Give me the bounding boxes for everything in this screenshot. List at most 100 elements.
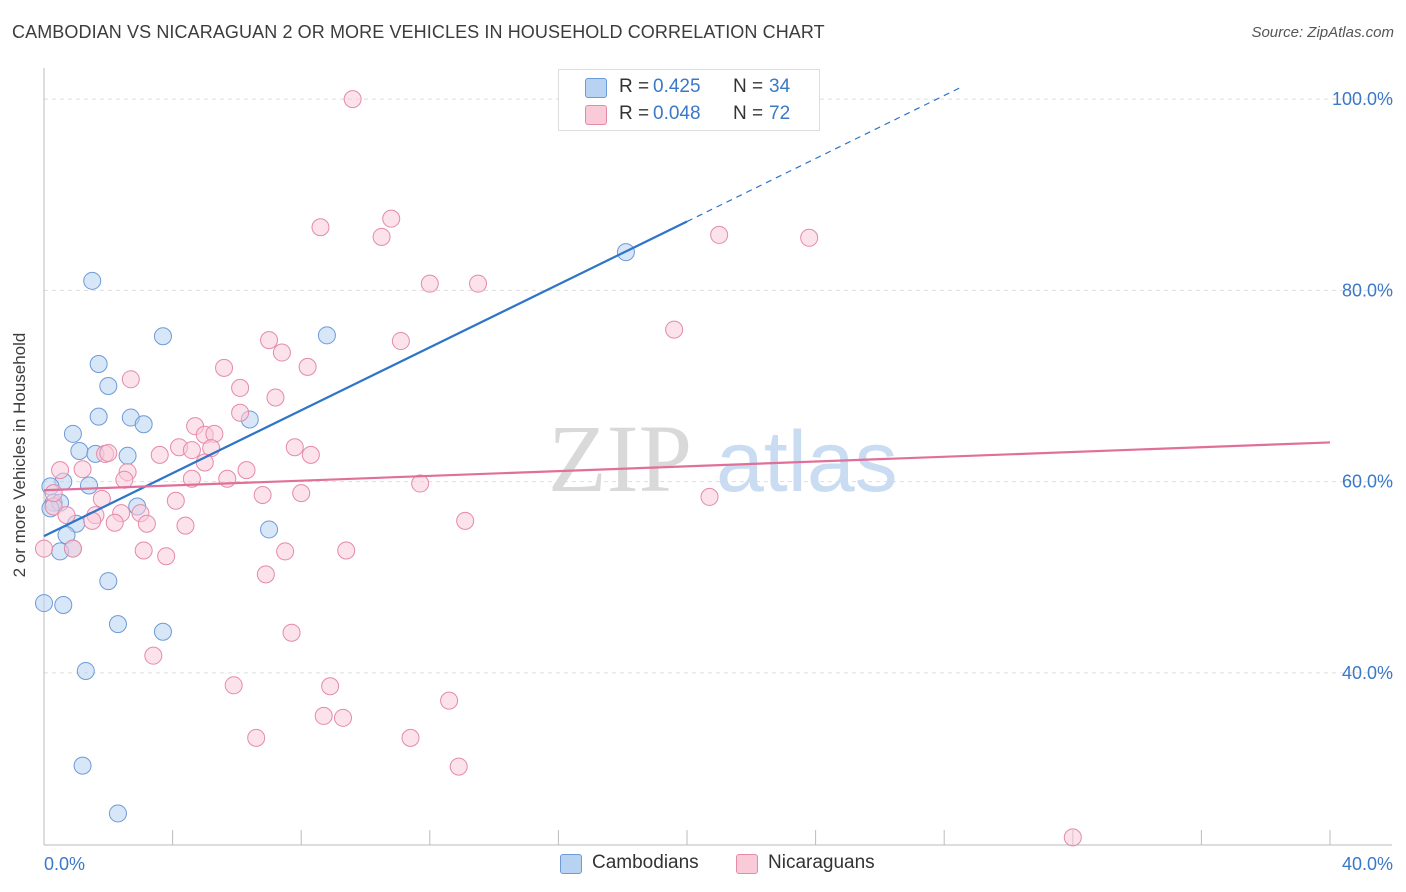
cambodian-point (317, 326, 336, 345)
nicaraguan-point (449, 757, 468, 776)
nicaraguan-point (1063, 828, 1082, 847)
cambodian-point (89, 355, 108, 374)
nicaraguan-point (44, 484, 63, 503)
nicaraguan-point (382, 209, 401, 228)
nicaraguan-point (176, 516, 195, 535)
legend-label: Nicaraguans (768, 852, 875, 873)
watermark-zip: ZIP (548, 405, 692, 512)
nicaraguan-point (137, 514, 156, 533)
nicaraguan-point (314, 706, 333, 725)
cambodian-point (153, 327, 172, 346)
cambodians-swatch (585, 78, 607, 98)
nicaraguan-trend-line (43, 441, 1331, 492)
nicaraguan-point (231, 378, 250, 397)
nicaraguan-point (700, 487, 719, 506)
nicaraguan-point (440, 691, 459, 710)
nicaraguan-point (292, 484, 311, 503)
nicaraguan-point (215, 358, 234, 377)
watermark: ZIP atlas (548, 405, 898, 512)
cambodian-trend-line (43, 220, 688, 538)
cambodian-point (80, 476, 99, 495)
cambodian-point (99, 572, 118, 591)
nicaraguan-point (282, 623, 301, 642)
cambodian-point (153, 622, 172, 641)
y-axis-label: 2 or more Vehicles in Household (10, 332, 29, 578)
r-value: 0.048 (653, 103, 701, 124)
nicaraguan-point (333, 708, 352, 727)
cambodians-legend-swatch (560, 854, 582, 874)
nicaraguan-point (182, 441, 201, 460)
n-label: N = (733, 76, 764, 97)
nicaraguan-point (157, 547, 176, 566)
cambodian-point (54, 595, 73, 614)
nicaraguan-point (420, 274, 439, 293)
cambodian-point (108, 804, 127, 823)
x-tick-label: 40.0% (1342, 854, 1393, 874)
nicaraguan-point (256, 565, 275, 584)
cambodian-trend-extension (686, 87, 961, 223)
cambodian-point (108, 615, 127, 634)
nicaraguan-point (63, 539, 82, 558)
nicaraguan-point (391, 332, 410, 351)
y-tick-label: 80.0% (1342, 280, 1393, 300)
nicaraguan-point (182, 469, 201, 488)
y-tick-label: 100.0% (1332, 89, 1393, 109)
cambodian-point (76, 661, 95, 680)
nicaraguan-point (73, 460, 92, 479)
cambodian-point (99, 377, 118, 395)
nicaraguan-point (298, 357, 317, 376)
nicaraguan-point (166, 491, 185, 510)
nicaraguan-point (301, 445, 320, 464)
n-value: 72 (769, 103, 791, 124)
nicaraguans-legend-swatch (736, 854, 758, 874)
nicaraguan-point (800, 228, 819, 247)
nicaraguan-point (311, 218, 330, 237)
nicaraguan-point (276, 542, 295, 561)
y-tick-label: 60.0% (1342, 472, 1393, 492)
cambodian-point (73, 756, 92, 775)
nicaraguan-point (35, 539, 53, 558)
nicaraguan-point (150, 445, 169, 464)
source-label: Source: ZipAtlas.com (1251, 24, 1394, 41)
chart-title: CAMBODIAN VS NICARAGUAN 2 OR MORE VEHICL… (12, 22, 825, 42)
cambodian-point (63, 424, 82, 443)
cambodian-point (83, 271, 102, 290)
cambodian-point (70, 442, 89, 461)
nicaraguan-point (343, 90, 362, 109)
nicaraguan-point (121, 370, 140, 389)
nicaraguan-point (231, 403, 250, 422)
legend-label: Cambodians (592, 852, 699, 873)
n-label: N = (733, 103, 764, 124)
nicaraguan-point (272, 343, 291, 362)
nicaraguan-point (144, 646, 163, 665)
cambodian-point (35, 594, 53, 613)
cambodian-point (89, 407, 108, 426)
tick-labels: 100.0% 80.0% 60.0% 40.0% 0.0% 40.0% (44, 89, 1393, 874)
nicaraguan-point (372, 227, 391, 246)
cambodian-point (260, 520, 279, 539)
nicaraguan-point (237, 461, 256, 480)
nicaraguan-point (260, 331, 279, 350)
cambodian-point (118, 446, 137, 465)
nicaraguan-point (285, 438, 304, 457)
nicaraguan-point (105, 513, 124, 532)
nicaraguan-point (266, 388, 285, 407)
nicaraguan-point (253, 486, 272, 505)
nicaraguan-point (115, 470, 134, 489)
stats-box: R = 0.425 N = 34 R = 0.048 N = 72 (558, 69, 820, 131)
nicaraguan-point (51, 461, 70, 480)
cambodian-point (134, 415, 153, 434)
nicaraguan-point (99, 443, 118, 462)
nicaraguan-point (456, 511, 475, 530)
nicaraguan-point (134, 541, 153, 560)
y-tick-label: 40.0% (1342, 663, 1393, 683)
data-points (35, 90, 1082, 847)
nicaraguan-point (411, 474, 430, 493)
nicaraguan-point (247, 728, 266, 747)
nicaraguans-swatch (585, 105, 607, 125)
nicaraguan-point (469, 274, 488, 293)
nicaraguan-point (224, 676, 243, 695)
trend-lines (43, 87, 1331, 538)
nicaraguan-point (321, 677, 340, 696)
